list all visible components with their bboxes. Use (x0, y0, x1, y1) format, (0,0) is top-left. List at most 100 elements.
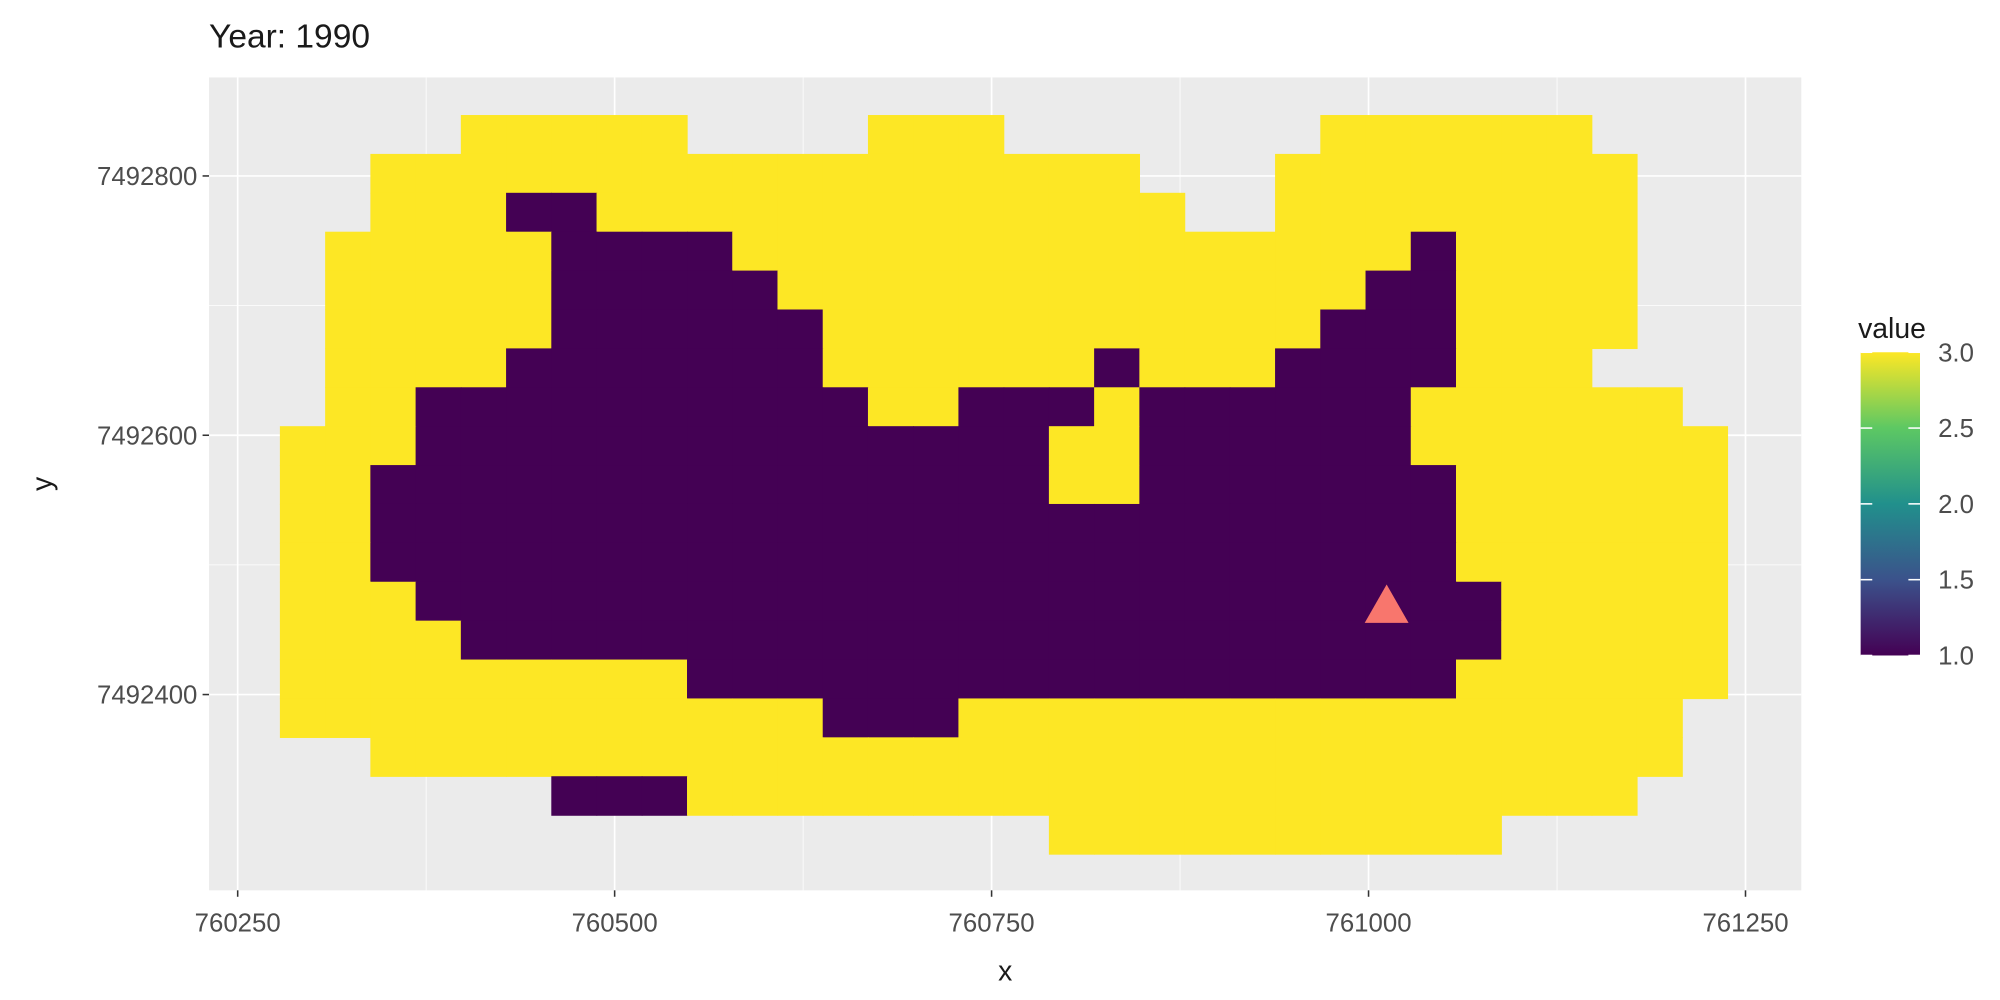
cell (1546, 115, 1593, 155)
cell (1094, 426, 1141, 466)
cell (1410, 698, 1457, 738)
cell (279, 426, 326, 466)
cell (551, 659, 598, 700)
cell (506, 503, 552, 544)
cell (1455, 503, 1502, 544)
cell (506, 659, 552, 700)
cell (1365, 192, 1412, 233)
cell (325, 542, 372, 583)
cell (777, 465, 824, 505)
cell (1365, 270, 1412, 311)
cell (1229, 620, 1276, 661)
cell (1365, 542, 1412, 583)
cell (867, 659, 914, 700)
cell (687, 465, 733, 505)
cell (370, 348, 417, 388)
cell (1003, 153, 1050, 194)
cell (1636, 737, 1683, 777)
cell (551, 115, 598, 155)
cell (1410, 542, 1457, 583)
cell (1003, 348, 1050, 388)
cell (1275, 153, 1321, 194)
cell (641, 348, 688, 388)
cell (1501, 426, 1548, 466)
cell (1094, 348, 1141, 388)
cell (777, 737, 824, 777)
cell (732, 465, 779, 505)
colorbar-tick-label: 3.0 (1938, 339, 1974, 367)
cell (596, 426, 643, 466)
cell (1636, 503, 1683, 544)
cell (1320, 737, 1367, 777)
cell (913, 115, 960, 155)
cell (1048, 348, 1095, 388)
cell (1546, 776, 1593, 816)
cell (1410, 620, 1457, 661)
cell (1275, 465, 1321, 505)
cell (1139, 776, 1186, 816)
cell (732, 776, 779, 816)
cell (822, 426, 869, 466)
cell (822, 737, 869, 777)
cell (1455, 737, 1502, 777)
cell (1320, 698, 1367, 738)
cell (1094, 387, 1141, 427)
cell (1546, 503, 1593, 544)
cell (641, 542, 688, 583)
cell (551, 153, 598, 194)
cell (1139, 192, 1186, 233)
cell (1275, 815, 1321, 855)
cell (1275, 698, 1321, 738)
cell (687, 620, 733, 661)
cell (1455, 309, 1502, 350)
cell (1636, 620, 1683, 661)
cell (1048, 153, 1095, 194)
cell (1229, 231, 1276, 272)
cell (415, 698, 462, 738)
cell (1591, 309, 1638, 350)
y-tick-label: 7492600 (97, 422, 197, 450)
cell (867, 348, 914, 388)
cell (1636, 659, 1683, 700)
colorbar-tick-label: 1.5 (1938, 567, 1974, 595)
cell (687, 503, 733, 544)
cell (370, 426, 417, 466)
colorbar-tick-label: 2.5 (1938, 415, 1974, 443)
cell (279, 620, 326, 661)
cell (460, 542, 507, 583)
cell (958, 426, 1005, 466)
cell (867, 776, 914, 816)
cell (1591, 192, 1638, 233)
cell (1410, 815, 1457, 855)
cell (279, 698, 326, 738)
cell (1591, 503, 1638, 544)
cell (1229, 659, 1276, 700)
cell (1501, 115, 1548, 155)
cell (1048, 192, 1095, 233)
x-tick-label: 760750 (949, 910, 1035, 938)
cell (1320, 620, 1367, 661)
cell (370, 581, 417, 622)
cell (325, 270, 372, 311)
cell (1094, 309, 1141, 350)
cell (1094, 270, 1141, 311)
cell (370, 270, 417, 311)
cell (777, 231, 824, 272)
cell (913, 542, 960, 583)
cell (1275, 426, 1321, 466)
cell (641, 737, 688, 777)
cell (1275, 387, 1321, 427)
cell (506, 698, 552, 738)
cell (1048, 387, 1095, 427)
cell (370, 620, 417, 661)
cell (1048, 309, 1095, 350)
cell (1365, 231, 1412, 272)
cell (551, 270, 598, 311)
cell (370, 231, 417, 272)
cell (1455, 153, 1502, 194)
cell (279, 581, 326, 622)
cell (1546, 153, 1593, 194)
cell (913, 309, 960, 350)
cell (460, 659, 507, 700)
cell (551, 309, 598, 350)
